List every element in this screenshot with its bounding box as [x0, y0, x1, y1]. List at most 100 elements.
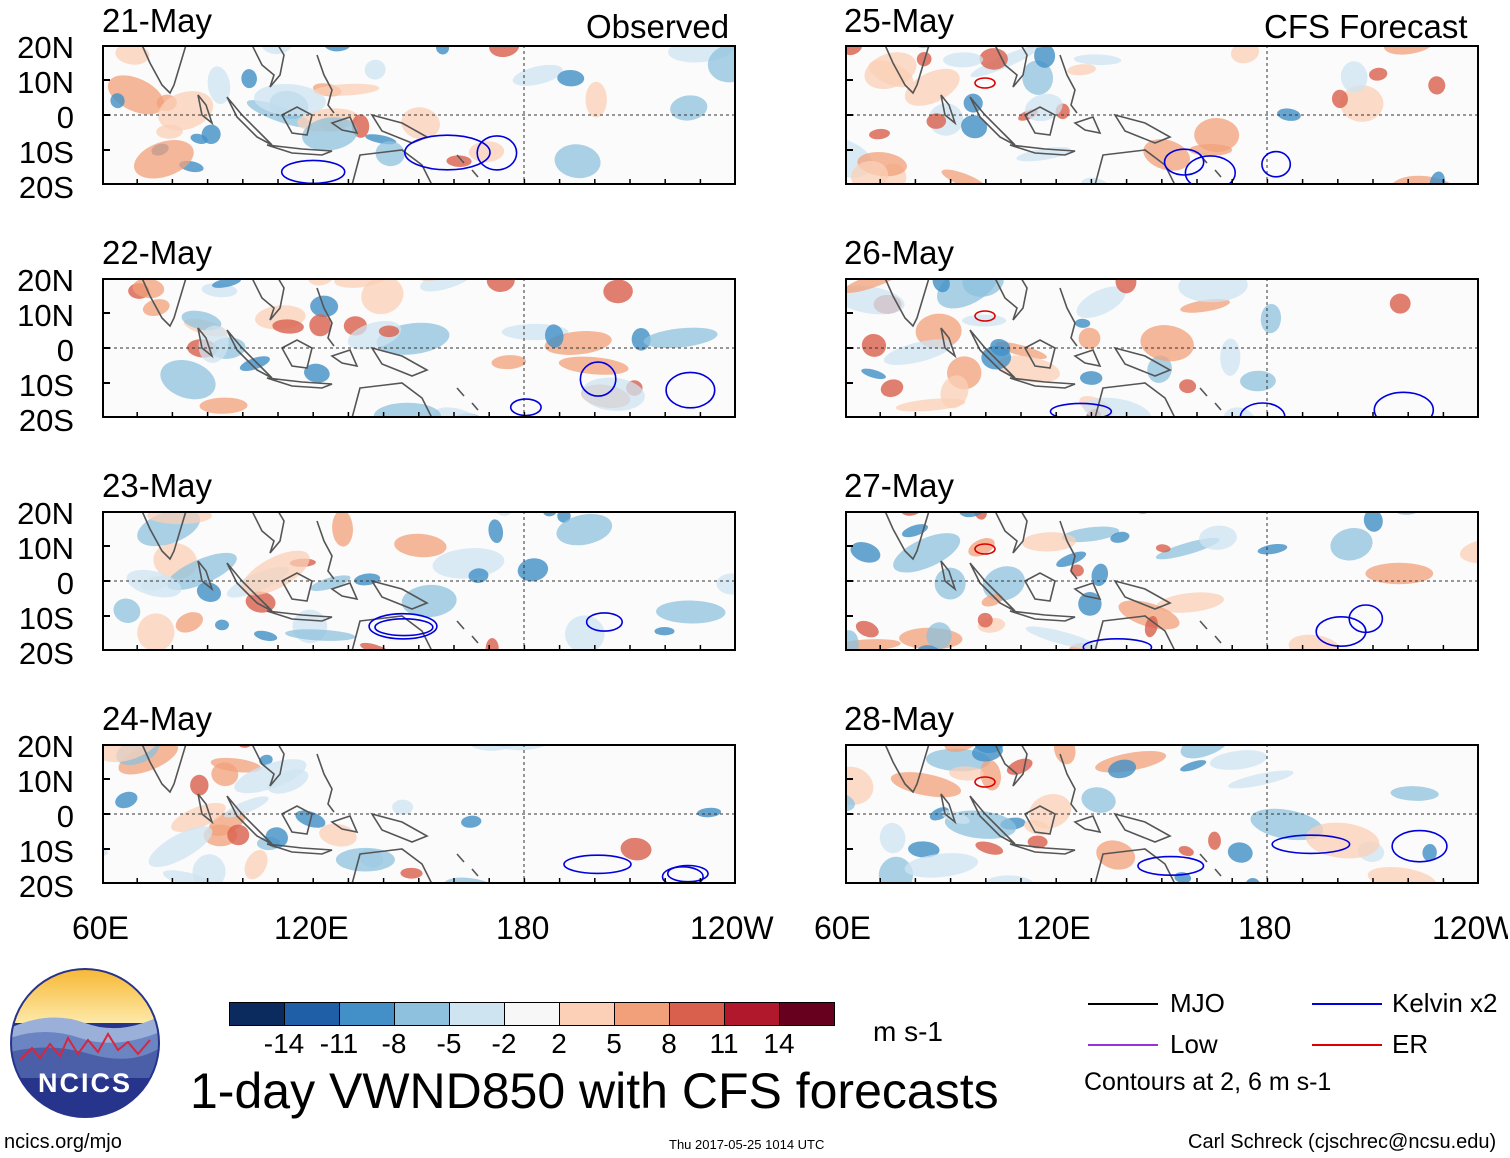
lat-label: 0 — [56, 799, 74, 834]
kelvin-contour — [1315, 616, 1367, 648]
anomaly-shading — [631, 328, 651, 351]
anomaly-shading — [1067, 64, 1097, 76]
anomaly-shading — [364, 59, 386, 80]
coastline — [197, 793, 214, 825]
lat-label: 20S — [18, 636, 74, 671]
anomaly-shading — [1079, 371, 1103, 385]
er-contour — [974, 543, 996, 555]
map-field — [102, 45, 736, 185]
coastline — [351, 848, 433, 884]
anomaly-shading — [603, 279, 633, 304]
coastline — [471, 402, 479, 411]
lat-label: 20N — [17, 263, 74, 298]
anomaly-shading — [861, 368, 886, 380]
coastline — [471, 635, 479, 644]
kelvin-contour — [1163, 148, 1205, 176]
anomaly-shading — [901, 524, 929, 538]
panel-date-forecast-1: 25-May — [844, 2, 955, 39]
anomaly-shading — [643, 327, 718, 349]
kelvin-contour — [661, 866, 704, 884]
anomaly-shading — [981, 593, 1003, 607]
coastline — [994, 511, 1028, 554]
coastline — [251, 45, 285, 88]
anomaly-shading — [926, 113, 947, 129]
anomaly-shading — [1180, 744, 1232, 759]
anomaly-shading — [302, 117, 358, 151]
anomaly-shading — [1383, 45, 1437, 55]
legend-mjo-line — [1088, 1003, 1158, 1005]
anomaly-shading — [485, 638, 499, 651]
anomaly-shading — [845, 45, 862, 56]
coastline — [884, 278, 930, 328]
panel-date-observed-3: 23-May — [102, 467, 213, 504]
anomaly-shading — [1257, 544, 1288, 555]
footer-url[interactable]: ncics.org/mjo — [4, 1131, 122, 1153]
coastline — [471, 868, 479, 877]
lat-label: 10S — [18, 834, 74, 869]
anomaly-shading — [932, 278, 950, 293]
anomaly-shading — [934, 567, 966, 600]
anomaly-shading — [968, 538, 995, 557]
coastline — [141, 511, 187, 561]
logo-text: NCICS — [37, 1068, 132, 1098]
anomaly-shading — [309, 314, 331, 337]
ncics-logo: NCICS — [10, 968, 160, 1118]
anomaly-shading — [1078, 327, 1101, 350]
anomaly-shading — [234, 759, 307, 794]
anomaly-shading — [394, 533, 447, 558]
colorbar-swatch — [284, 1002, 340, 1026]
coastline — [1059, 54, 1078, 114]
observed-label: Observed — [586, 8, 730, 45]
legend-mjo-label: MJO — [1170, 988, 1225, 1018]
map-field — [102, 744, 736, 884]
coastline — [1023, 572, 1056, 602]
anomaly-shading — [883, 339, 953, 365]
coastline — [456, 387, 465, 397]
anomaly-shading — [1178, 845, 1194, 857]
coastline — [141, 744, 187, 794]
legend-er-label: ER — [1392, 1029, 1429, 1059]
coastline — [1059, 753, 1078, 813]
anomaly-shading — [102, 839, 109, 857]
anomaly-shading — [1220, 338, 1241, 376]
anomaly-shading — [1027, 835, 1048, 849]
map-field — [845, 744, 1479, 884]
anomaly-shading — [1115, 278, 1137, 294]
anomaly-shading — [942, 52, 984, 68]
lat-label: 20N — [17, 496, 74, 531]
kelvin-contour — [585, 612, 624, 632]
coastline — [351, 615, 433, 651]
coastline — [994, 744, 1028, 787]
coastline — [251, 278, 285, 321]
coastline — [1059, 520, 1078, 580]
anomaly-shading — [1390, 786, 1439, 801]
lon-label: 120E — [1016, 910, 1091, 946]
anomaly-shading — [1178, 278, 1248, 303]
anomaly-shading — [1096, 840, 1136, 870]
anomaly-shading — [208, 810, 246, 837]
coastline — [1094, 615, 1176, 651]
anomaly-shading — [488, 511, 516, 516]
anomaly-shading — [486, 278, 515, 292]
anomaly-shading — [259, 754, 273, 766]
coastline — [280, 572, 313, 602]
anomaly-shading — [1331, 89, 1348, 109]
anomaly-shading — [1428, 76, 1446, 95]
coastline — [330, 349, 359, 368]
anomaly-shading — [979, 48, 1008, 70]
map-field — [102, 511, 736, 651]
coastline — [266, 610, 333, 622]
anomaly-shading — [354, 573, 381, 586]
coastline — [1009, 377, 1076, 389]
er-contour — [974, 310, 996, 322]
colorbar-label: -5 — [436, 1028, 462, 1059]
anomaly-shading — [855, 620, 879, 638]
anomaly-shading — [254, 83, 326, 116]
lat-label: 20N — [17, 30, 74, 65]
coastline — [141, 45, 187, 95]
anomaly-shading — [241, 69, 257, 89]
anomaly-shading — [845, 278, 901, 293]
anomaly-shading — [323, 45, 353, 52]
anomaly-shading — [1230, 45, 1260, 64]
coastline — [994, 45, 1028, 88]
